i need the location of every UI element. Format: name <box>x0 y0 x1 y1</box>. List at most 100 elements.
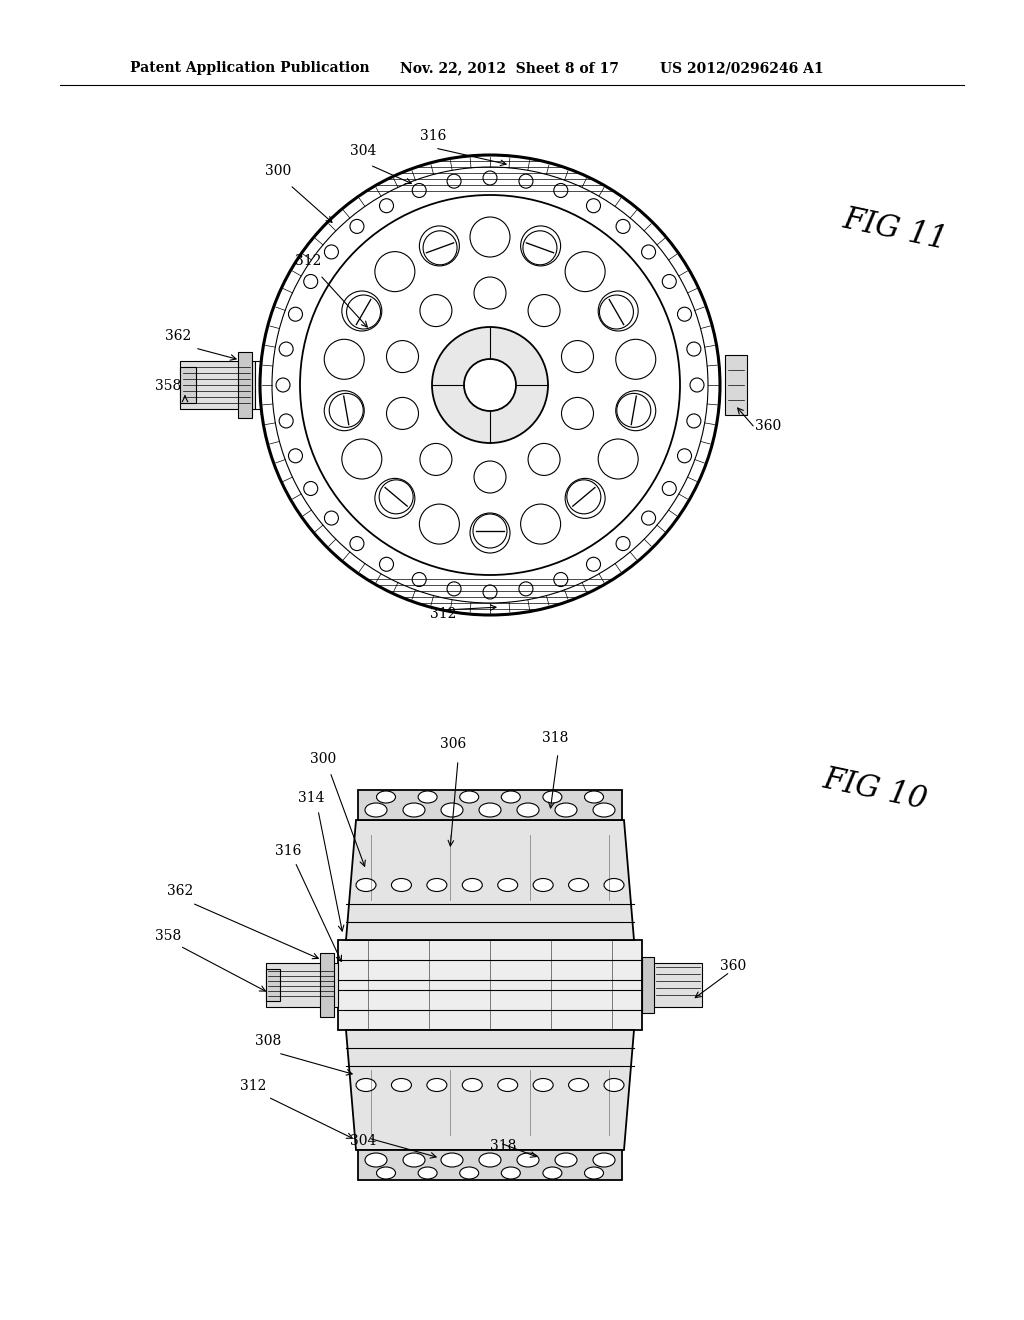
Ellipse shape <box>391 879 412 891</box>
Circle shape <box>523 231 557 265</box>
Circle shape <box>423 231 457 265</box>
Ellipse shape <box>441 1152 463 1167</box>
Text: US 2012/0296246 A1: US 2012/0296246 A1 <box>660 61 823 75</box>
Text: 358: 358 <box>155 379 181 393</box>
Circle shape <box>470 216 510 257</box>
Circle shape <box>616 393 651 428</box>
Text: 358: 358 <box>155 929 181 942</box>
Circle shape <box>663 275 676 289</box>
Circle shape <box>561 341 594 372</box>
Circle shape <box>464 359 516 411</box>
Circle shape <box>483 172 497 185</box>
Ellipse shape <box>365 803 387 817</box>
Bar <box>319 953 334 1016</box>
Circle shape <box>304 482 317 495</box>
Circle shape <box>690 378 705 392</box>
Ellipse shape <box>356 1078 376 1092</box>
Ellipse shape <box>593 803 615 817</box>
Circle shape <box>642 511 655 525</box>
Circle shape <box>420 226 460 265</box>
Circle shape <box>276 378 290 392</box>
Circle shape <box>325 391 365 430</box>
Ellipse shape <box>585 791 603 803</box>
Ellipse shape <box>365 1152 387 1167</box>
Circle shape <box>420 294 452 326</box>
Text: 316: 316 <box>420 129 446 143</box>
Ellipse shape <box>604 879 624 891</box>
Ellipse shape <box>593 1152 615 1167</box>
Circle shape <box>587 199 600 213</box>
Circle shape <box>420 444 452 475</box>
Text: Patent Application Publication: Patent Application Publication <box>130 61 370 75</box>
Circle shape <box>350 219 364 234</box>
Text: 304: 304 <box>350 1134 377 1148</box>
Ellipse shape <box>502 791 520 803</box>
Ellipse shape <box>568 1078 589 1092</box>
Ellipse shape <box>555 803 577 817</box>
Circle shape <box>432 327 548 444</box>
Circle shape <box>565 252 605 292</box>
Bar <box>725 355 746 414</box>
Circle shape <box>304 275 317 289</box>
Text: 304: 304 <box>350 144 377 158</box>
Text: FIG 11: FIG 11 <box>840 203 950 256</box>
Circle shape <box>565 478 605 519</box>
Circle shape <box>289 308 302 321</box>
Circle shape <box>598 440 638 479</box>
Ellipse shape <box>356 879 376 891</box>
Circle shape <box>615 339 655 379</box>
Circle shape <box>447 582 461 595</box>
Circle shape <box>598 290 638 331</box>
Circle shape <box>528 294 560 326</box>
Bar <box>642 957 654 1012</box>
Circle shape <box>663 482 676 495</box>
Circle shape <box>519 174 532 189</box>
Bar <box>180 360 255 409</box>
Text: 362: 362 <box>167 884 194 898</box>
Bar <box>238 352 252 418</box>
Circle shape <box>420 504 460 544</box>
Circle shape <box>280 342 293 356</box>
Polygon shape <box>346 820 634 940</box>
Ellipse shape <box>498 879 518 891</box>
Bar <box>266 969 280 1001</box>
Circle shape <box>342 440 382 479</box>
Ellipse shape <box>604 1078 624 1092</box>
Bar <box>180 367 196 403</box>
Ellipse shape <box>377 1167 395 1179</box>
Text: FIG 10: FIG 10 <box>820 764 930 816</box>
Text: 308: 308 <box>255 1034 282 1048</box>
Circle shape <box>567 480 601 513</box>
Circle shape <box>350 536 364 550</box>
Ellipse shape <box>498 1078 518 1092</box>
Ellipse shape <box>534 1078 553 1092</box>
Text: 312: 312 <box>430 607 457 620</box>
Circle shape <box>325 339 365 379</box>
Ellipse shape <box>517 803 539 817</box>
Circle shape <box>375 478 415 519</box>
Circle shape <box>470 513 510 553</box>
Ellipse shape <box>441 803 463 817</box>
Circle shape <box>687 342 700 356</box>
Ellipse shape <box>460 1167 478 1179</box>
Circle shape <box>642 246 655 259</box>
Circle shape <box>413 183 426 198</box>
Text: 306: 306 <box>440 737 466 751</box>
Ellipse shape <box>460 791 478 803</box>
Ellipse shape <box>391 1078 412 1092</box>
Circle shape <box>554 573 567 586</box>
Ellipse shape <box>479 1152 501 1167</box>
Ellipse shape <box>568 879 589 891</box>
Circle shape <box>346 294 381 329</box>
Text: 300: 300 <box>310 752 336 766</box>
Ellipse shape <box>585 1167 603 1179</box>
Circle shape <box>447 174 461 189</box>
Ellipse shape <box>534 879 553 891</box>
Circle shape <box>380 199 393 213</box>
Ellipse shape <box>403 803 425 817</box>
Circle shape <box>330 393 364 428</box>
Circle shape <box>519 582 532 595</box>
Ellipse shape <box>427 879 446 891</box>
Circle shape <box>561 397 594 429</box>
Circle shape <box>342 290 382 331</box>
